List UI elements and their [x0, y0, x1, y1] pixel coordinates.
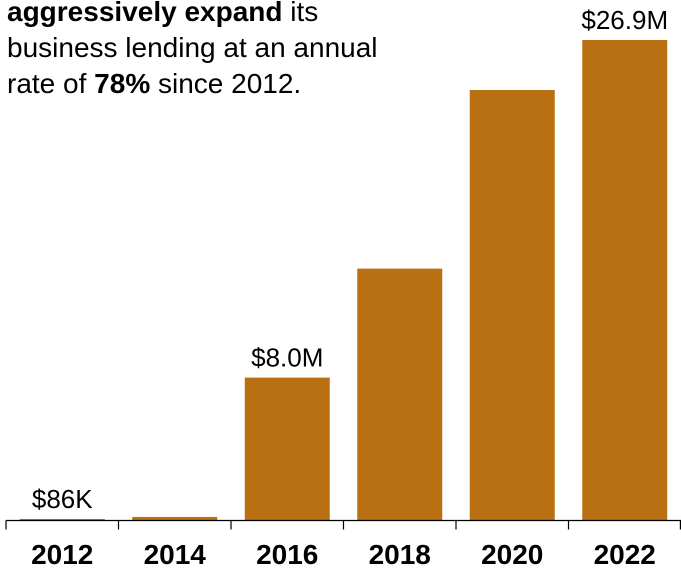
data-label-2016: $8.0M [251, 343, 323, 373]
annotation-line-2: business lending at an annual [7, 32, 378, 63]
annotation-emphasis-rate: 78% [94, 68, 151, 99]
bar-2018 [357, 268, 443, 521]
x-tick-label-2016: 2016 [256, 539, 318, 570]
data-label-2022: $26.9M [581, 5, 668, 35]
annotation-line-3-pre: rate of [7, 68, 95, 99]
bars-group [19, 40, 668, 521]
data-label-2012: $86K [32, 484, 93, 514]
annotation-line-3: rate of 78% since 2012. [7, 66, 447, 102]
bar-2014 [132, 516, 218, 521]
x-tick-label-2022: 2022 [594, 539, 656, 570]
chart-annotation: aggressively expand its business lending… [7, 0, 447, 102]
annotation-emphasis-expand: aggressively expand [7, 0, 283, 27]
x-tick-label-2018: 2018 [369, 539, 431, 570]
annotation-line-1-rest: its [282, 0, 319, 27]
bar-2020 [469, 90, 555, 521]
x-tick-label-2020: 2020 [481, 539, 543, 570]
x-axis [5, 519, 681, 530]
x-tick-labels-group: 2012 2014 2016 2018 2020 2022 [31, 539, 656, 570]
bar-2022 [582, 40, 668, 521]
x-tick-label-2014: 2014 [144, 539, 207, 570]
bar-2016 [244, 377, 330, 521]
annotation-line-1: aggressively expand its [7, 0, 447, 30]
bar-2012 [19, 518, 105, 521]
data-labels-group: $86K $8.0M $26.9M [32, 5, 668, 514]
x-tick-label-2012: 2012 [31, 539, 93, 570]
annotation-line-3-post: since 2012. [150, 68, 302, 99]
